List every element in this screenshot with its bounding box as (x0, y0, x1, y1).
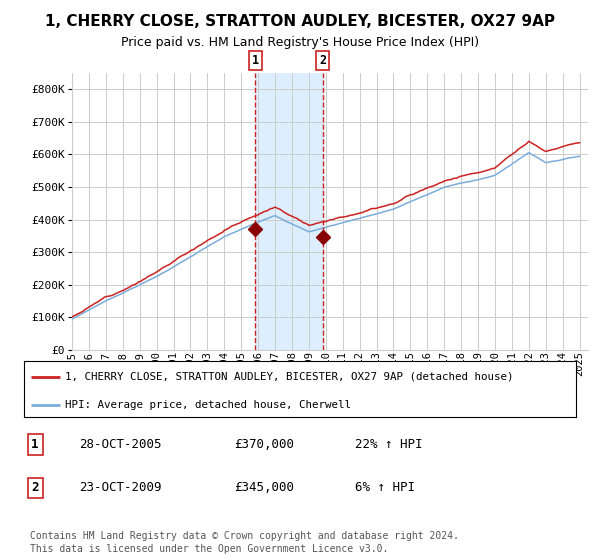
Text: £345,000: £345,000 (234, 482, 294, 494)
Text: HPI: Average price, detached house, Cherwell: HPI: Average price, detached house, Cher… (65, 400, 352, 410)
Bar (255, 73, 323, 350)
Text: 6% ↑ HPI: 6% ↑ HPI (355, 482, 415, 494)
Text: £370,000: £370,000 (234, 438, 294, 451)
Text: 28-OCT-2005: 28-OCT-2005 (79, 438, 162, 451)
Text: 1: 1 (31, 438, 39, 451)
Text: 23-OCT-2009: 23-OCT-2009 (79, 482, 162, 494)
Text: Price paid vs. HM Land Registry's House Price Index (HPI): Price paid vs. HM Land Registry's House … (121, 36, 479, 49)
Text: 1: 1 (251, 54, 259, 67)
Text: This data is licensed under the Open Government Licence v3.0.: This data is licensed under the Open Gov… (30, 544, 388, 554)
Text: Contains HM Land Registry data © Crown copyright and database right 2024.: Contains HM Land Registry data © Crown c… (30, 531, 459, 541)
Text: 22% ↑ HPI: 22% ↑ HPI (355, 438, 422, 451)
Text: 1, CHERRY CLOSE, STRATTON AUDLEY, BICESTER, OX27 9AP (detached house): 1, CHERRY CLOSE, STRATTON AUDLEY, BICEST… (65, 372, 514, 382)
Text: 2: 2 (31, 482, 39, 494)
Text: 2: 2 (319, 54, 326, 67)
Text: 1, CHERRY CLOSE, STRATTON AUDLEY, BICESTER, OX27 9AP: 1, CHERRY CLOSE, STRATTON AUDLEY, BICEST… (45, 14, 555, 29)
